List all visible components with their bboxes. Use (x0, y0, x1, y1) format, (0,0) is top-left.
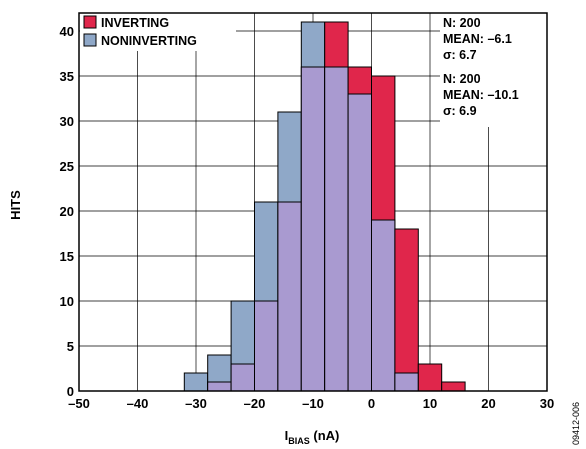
x-tick-label: 10 (423, 396, 437, 411)
bar-overlap (324, 66, 349, 392)
y-tick-label: 0 (67, 384, 74, 399)
y-tick-label: 10 (60, 294, 74, 309)
x-axis-title-unit: (nA) (310, 428, 340, 443)
bar-overlap (230, 363, 256, 392)
y-axis-title: HITS (8, 190, 23, 220)
stat-noninverting-sigma: σ: 6.9 (443, 104, 477, 118)
legend-swatch-noninverting (83, 33, 97, 47)
bar-noninverting (183, 372, 209, 392)
x-tick-label: –30 (185, 396, 207, 411)
y-tick-label: 40 (60, 24, 74, 39)
x-tick-label: –20 (244, 396, 266, 411)
x-axis-title: IBIAS (nA) (285, 428, 340, 446)
x-tick-label: –10 (302, 396, 324, 411)
bar-overlap (394, 372, 419, 392)
bars (183, 21, 466, 392)
stat-inverting-n: N: 200 (443, 16, 481, 30)
bar-overlap (254, 300, 279, 392)
bar-overlap (300, 66, 326, 392)
x-tick-label: 30 (540, 396, 554, 411)
stat-inverting-mean: MEAN: –6.1 (443, 32, 512, 46)
y-tick-label: 30 (60, 114, 74, 129)
legend-box (80, 13, 236, 51)
y-tick-label: 15 (60, 249, 74, 264)
bar-inverting (441, 381, 466, 392)
x-tick-label: 20 (481, 396, 495, 411)
y-tick-label: 5 (67, 339, 74, 354)
bar-overlap (277, 201, 302, 392)
y-tick-label: 20 (60, 204, 74, 219)
stat-inverting-sigma: σ: 6.7 (443, 48, 477, 62)
bar-inverting (394, 228, 419, 392)
plot-frame (78, 12, 548, 392)
legend: INVERTING NONINVERTING (80, 13, 236, 51)
x-tick-label: 0 (368, 396, 375, 411)
stat-noninverting-mean: MEAN: –10.1 (443, 88, 519, 102)
tick-labels: –50 –40 –30 –20 –10 0 10 20 30 0 5 10 15 20 25 30 35 40 (60, 24, 555, 411)
legend-swatch-inverting (83, 15, 97, 29)
bar-overlap (347, 93, 373, 392)
bar-inverting (417, 363, 443, 392)
bar-overlap (207, 381, 232, 392)
x-axis-title-sub: BIAS (288, 436, 310, 446)
stats-annotation: N: 200 MEAN: –6.1 σ: 6.7 N: 200 MEAN: –1… (440, 13, 547, 127)
x-tick-label: –50 (68, 396, 90, 411)
figure-id: 09412-006 (571, 402, 581, 445)
legend-label-inverting: INVERTING (101, 16, 169, 30)
y-tick-label: 25 (60, 159, 74, 174)
stat-noninverting-n: N: 200 (443, 72, 481, 86)
x-tick-label: –40 (127, 396, 149, 411)
legend-label-noninverting: NONINVERTING (101, 34, 197, 48)
bar-overlap (371, 219, 396, 392)
x-axis-title-main: I (285, 428, 289, 443)
y-tick-label: 35 (60, 69, 74, 84)
stats-box (440, 13, 547, 127)
